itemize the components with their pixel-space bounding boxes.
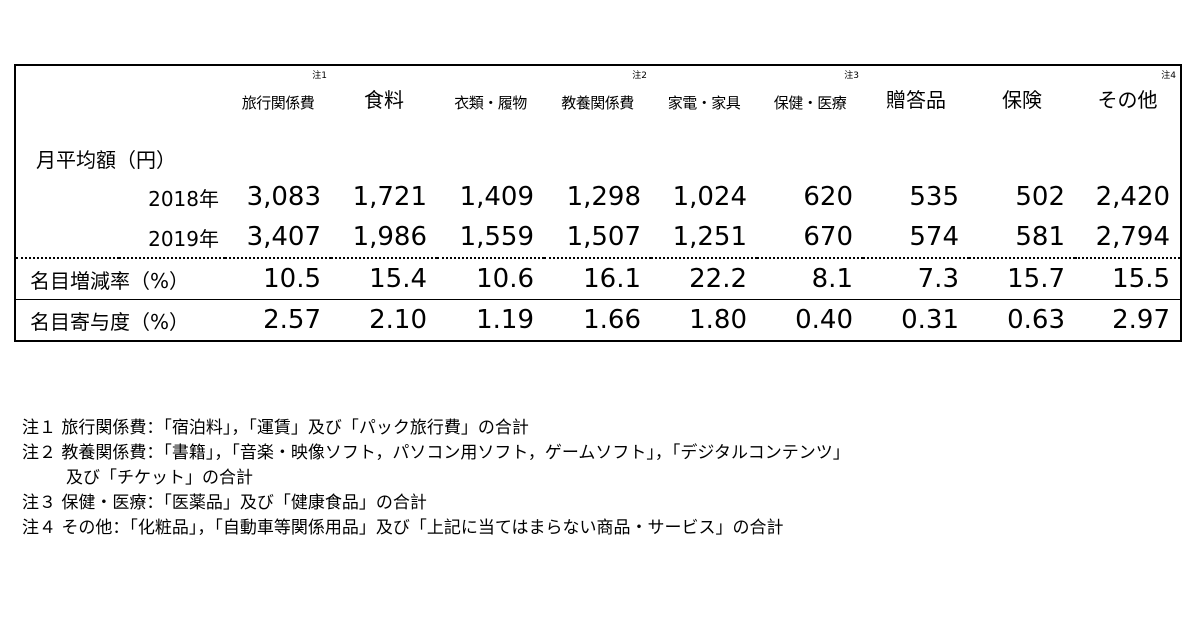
table-cell: 3,083: [246, 182, 321, 212]
table-cell: 581: [1015, 222, 1065, 252]
table-cell: 1.80: [651, 299, 757, 341]
note-marker: 注3: [844, 71, 859, 81]
footnote-continuation: 及び「チケット」の合計: [66, 468, 253, 488]
row-label: 2019年: [148, 226, 219, 251]
table-cell: 10.6: [437, 257, 544, 300]
table-cell: 620: [803, 182, 853, 212]
table-cell: 2,420: [1095, 182, 1170, 212]
table-cell: 15.4: [331, 257, 437, 300]
table-cell: 1,721: [352, 182, 427, 212]
category-header: 注2 教養関係費: [544, 65, 651, 139]
footnote: 注３ 保健・医療：「医薬品」及び「健康食品」の合計: [22, 493, 427, 513]
table-row: 2019年 3,407 1,986 1,559 1,507 1,251 670 …: [15, 217, 1181, 258]
section-label: 月平均額（円）: [36, 147, 176, 172]
footnotes: 注１ 旅行関係費：「宿泊料」，「運賃」及び「パック旅行費」の合計 注２ 教養関係…: [22, 416, 850, 541]
category-header: 保険: [1002, 88, 1042, 112]
table-cell: 1,298: [566, 182, 641, 212]
category-header: 注4 その他: [1075, 65, 1181, 139]
footnote: 注２ 教養関係費：「書籍」，「音楽・映像ソフト，パソコン用ソフト，ゲームソフト」…: [22, 443, 850, 463]
footnote: 注１ 旅行関係費：「宿泊料」，「運賃」及び「パック旅行費」の合計: [22, 418, 529, 438]
table-cell: 2.57: [225, 299, 331, 341]
header-corner: [15, 65, 225, 139]
category-header: 食料: [364, 88, 404, 112]
table-cell: 15.7: [969, 257, 1075, 300]
row-label: 名目増減率（%）: [15, 257, 225, 300]
table-cell: 1.19: [437, 299, 544, 341]
table-cell: 0.63: [969, 299, 1075, 341]
table-cell: 10.5: [225, 257, 331, 300]
table-cell: 16.1: [544, 257, 651, 300]
table-cell: 7.3: [863, 257, 969, 300]
table-cell: 1,251: [672, 222, 747, 252]
table-cell: 502: [1015, 182, 1065, 212]
table-cell: 670: [803, 222, 853, 252]
table-row: 名目寄与度（%） 2.57 2.10 1.19 1.66 1.80 0.40 0…: [15, 299, 1181, 341]
table-cell: 22.2: [651, 257, 757, 300]
table-cell: 3,407: [246, 222, 321, 252]
table-cell: 535: [909, 182, 959, 212]
table-cell: 2.97: [1075, 299, 1181, 341]
spending-table: 注1 旅行関係費 食料 衣類・履物 注2 教養関係費 家電・家具 注3 保健・医療 贈…: [14, 64, 1182, 342]
category-header: 注3 保健・医療: [757, 65, 863, 139]
table-cell: 15.5: [1075, 257, 1181, 300]
table-row: 名目増減率（%） 10.5 15.4 10.6 16.1 22.2 8.1 7.…: [15, 257, 1181, 300]
table-cell: 1,024: [672, 182, 747, 212]
category-header: 贈答品: [886, 88, 946, 112]
table-cell: 574: [909, 222, 959, 252]
section-row: 月平均額（円）: [15, 139, 1181, 177]
row-label: 2018年: [148, 186, 219, 211]
table-cell: 0.40: [757, 299, 863, 341]
table-cell: 1,986: [352, 222, 427, 252]
category-header: 衣類・履物: [454, 94, 527, 112]
table-cell: 1.66: [544, 299, 651, 341]
table-cell: 1,507: [566, 222, 641, 252]
row-label: 名目寄与度（%）: [15, 299, 225, 341]
header-row: 注1 旅行関係費 食料 衣類・履物 注2 教養関係費 家電・家具 注3 保健・医療 贈…: [15, 65, 1181, 139]
table-cell: 1,559: [459, 222, 534, 252]
note-marker: 注4: [1161, 71, 1176, 81]
table-cell: 2,794: [1095, 222, 1170, 252]
footnote: 注４ その他：「化粧品」，「自動車等関係用品」及び「上記に当てはまらない商品・サ…: [22, 518, 784, 538]
table-cell: 2.10: [331, 299, 437, 341]
table-cell: 0.31: [863, 299, 969, 341]
table-cell: 1,409: [459, 182, 534, 212]
table-row: 2018年 3,083 1,721 1,409 1,298 1,024 620 …: [15, 177, 1181, 217]
category-header: 家電・家具: [667, 94, 741, 112]
table-cell: 8.1: [757, 257, 863, 300]
note-marker: 注2: [632, 71, 647, 81]
category-header: 注1 旅行関係費: [225, 65, 331, 139]
note-marker: 注1: [312, 71, 327, 81]
